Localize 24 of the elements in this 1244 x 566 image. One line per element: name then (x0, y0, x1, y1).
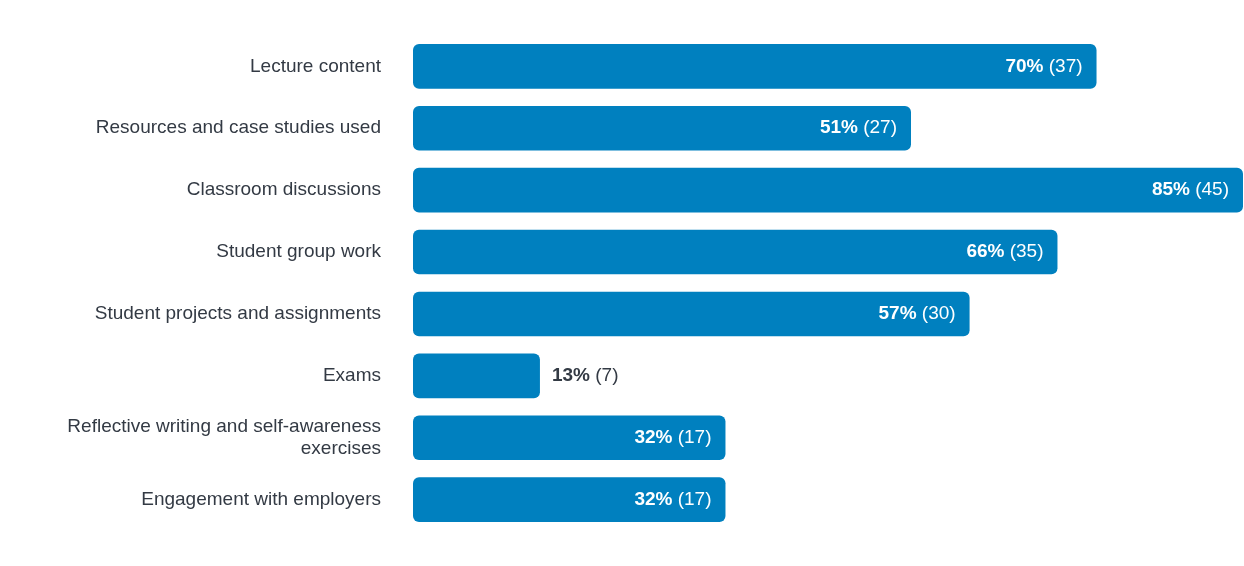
bar (413, 105, 911, 151)
bar (413, 415, 726, 461)
y-tick-label: Resources and case studies used (95, 116, 381, 138)
bar (413, 229, 1058, 275)
y-tick-label: Student projects and assignments (94, 302, 381, 324)
bar (413, 291, 970, 337)
y-tick-label: Engagement with employers (141, 487, 381, 509)
y-tick-label: Student group work (216, 240, 382, 262)
bar (413, 167, 1243, 213)
data-label: 70% (37) (1005, 54, 1083, 76)
data-label: 57% (30) (878, 302, 956, 324)
bar (413, 353, 540, 399)
data-label: 32% (17) (634, 487, 712, 509)
bar (413, 477, 726, 522)
y-tick-label: Classroom discussions (186, 178, 381, 200)
data-label: 66% (35) (966, 240, 1044, 262)
data-label: 51% (27) (819, 116, 898, 138)
y-tick-label: Exams (322, 364, 381, 386)
y-tick-label: Lecture content (250, 54, 382, 76)
y-tick-label: Reflective writing and self-awareness exercises (67, 414, 381, 459)
data-label: 32% (17) (634, 425, 712, 447)
data-label: 85% (45) (1151, 178, 1230, 200)
data-label: 13% (7) (551, 364, 619, 386)
bar (413, 44, 1097, 89)
